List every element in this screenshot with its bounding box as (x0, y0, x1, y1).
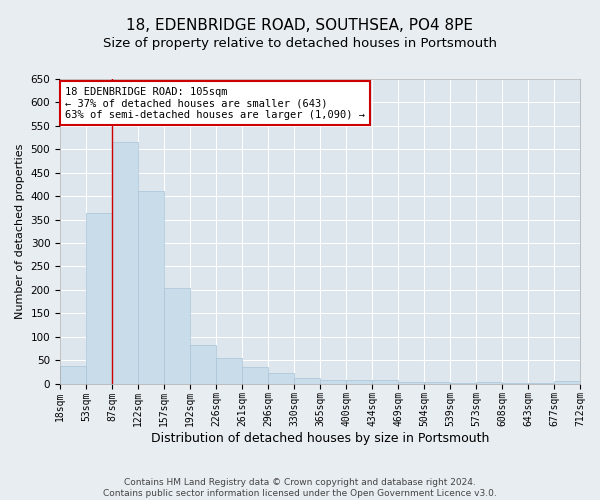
Bar (190, 345, 216, 384)
Bar (476, 382, 502, 384)
Bar (294, 378, 320, 384)
Text: 18, EDENBRIDGE ROAD, SOUTHSEA, PO4 8PE: 18, EDENBRIDGE ROAD, SOUTHSEA, PO4 8PE (127, 18, 473, 32)
Bar (242, 367, 268, 384)
Bar (164, 288, 190, 384)
Text: 18 EDENBRIDGE ROAD: 105sqm
← 37% of detached houses are smaller (643)
63% of sem: 18 EDENBRIDGE ROAD: 105sqm ← 37% of deta… (65, 86, 365, 120)
Bar (424, 382, 450, 384)
Bar (216, 358, 242, 384)
Bar (60, 366, 86, 384)
Bar (372, 380, 398, 384)
Bar (398, 382, 424, 384)
Text: Contains HM Land Registry data © Crown copyright and database right 2024.
Contai: Contains HM Land Registry data © Crown c… (103, 478, 497, 498)
Bar (268, 373, 294, 384)
Y-axis label: Number of detached properties: Number of detached properties (15, 144, 25, 319)
Bar (86, 212, 112, 384)
X-axis label: Distribution of detached houses by size in Portsmouth: Distribution of detached houses by size … (151, 432, 489, 445)
Bar (112, 142, 138, 384)
Bar (138, 192, 164, 384)
Bar (346, 380, 372, 384)
Text: Size of property relative to detached houses in Portsmouth: Size of property relative to detached ho… (103, 38, 497, 51)
Bar (320, 380, 346, 384)
Bar (554, 381, 580, 384)
